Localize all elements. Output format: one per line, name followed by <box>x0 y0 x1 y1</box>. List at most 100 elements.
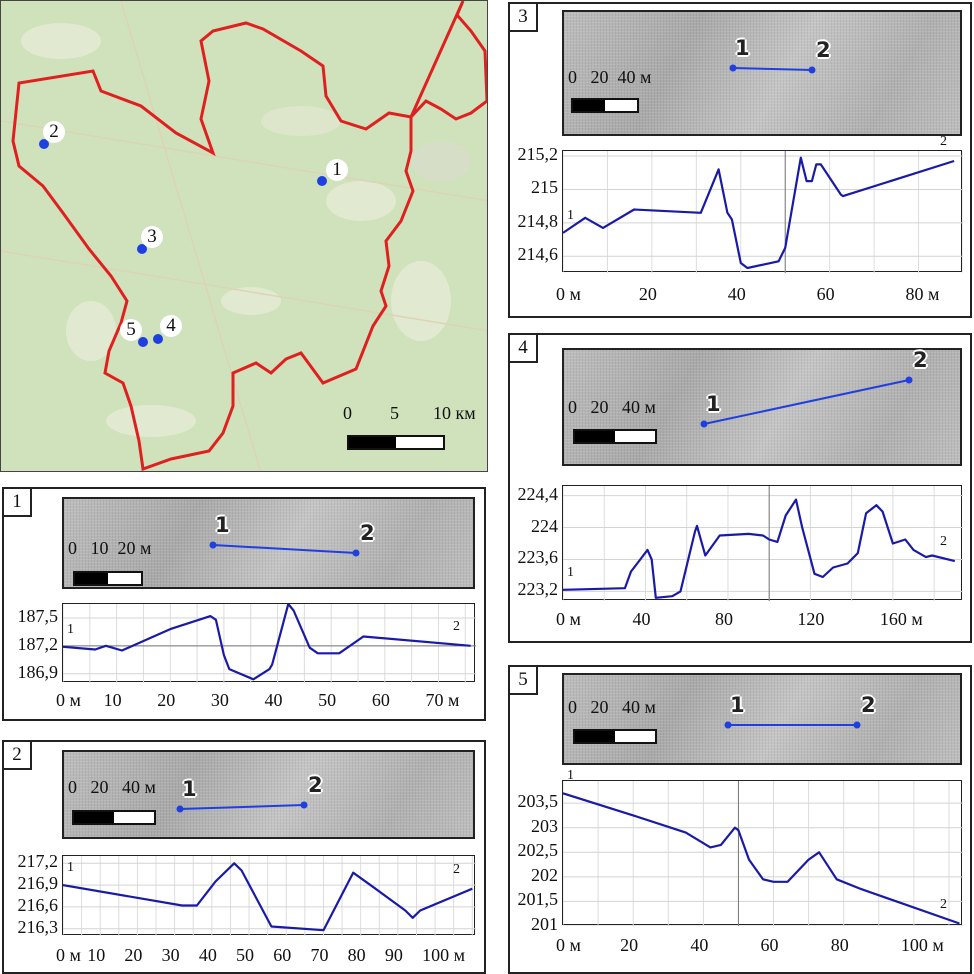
start-point-label: 1 <box>182 777 197 801</box>
profile-start-label: 1 <box>567 207 574 223</box>
x-tick-label: 30 <box>161 945 180 965</box>
profile-start-point[interactable] <box>209 541 217 549</box>
end-point-label: 2 <box>308 773 323 797</box>
x-tick-label: 20 <box>157 690 176 710</box>
panel-label: 1 <box>2 487 32 517</box>
profile-start-point[interactable] <box>700 420 708 428</box>
y-tick-label: 215 <box>531 177 558 198</box>
x-tick-label: 20 <box>124 945 143 965</box>
profile-line <box>703 379 910 425</box>
x-tick-label: 80 м <box>905 284 940 304</box>
x-tick-label: 160 м <box>879 609 923 629</box>
map-point-label-4: 4 <box>160 315 182 337</box>
profile-end-point[interactable] <box>808 66 816 74</box>
map-point-label-2: 2 <box>43 121 65 143</box>
map-point-2[interactable] <box>39 139 49 149</box>
x-tick-label: 60 <box>816 284 835 304</box>
x-tick-label: 50 <box>236 945 255 965</box>
y-tick-label: 201,5 <box>517 889 559 910</box>
panel-label: 4 <box>508 333 538 363</box>
scale-label: 0 10 20 м <box>68 538 152 558</box>
y-tick-label: 217,2 <box>17 851 59 872</box>
y-tick-label: 202,5 <box>517 840 559 861</box>
profile-line <box>212 544 357 554</box>
scale-label: 0 20 40 м <box>568 67 652 87</box>
profile-start-label: 1 <box>567 564 574 580</box>
elevation-profile-chart-2 <box>62 855 476 936</box>
y-tick-label: 214,6 <box>517 244 559 265</box>
elevation-profile-line <box>63 862 473 932</box>
profile-end-point[interactable] <box>853 721 861 729</box>
x-tick-label: 60 <box>371 690 390 710</box>
y-tick-label: 202 <box>531 864 558 885</box>
x-tick-label: 80 <box>347 945 366 965</box>
x-tick-label: 80 <box>830 935 849 955</box>
elevation-profile-line <box>563 792 960 925</box>
map-scale-bar <box>347 435 445 450</box>
hillshade-thumbnail-4 <box>562 348 962 466</box>
elevation-profile-line <box>563 498 956 599</box>
start-point-label: 1 <box>706 392 721 416</box>
x-tick-label: 20 <box>638 284 657 304</box>
profile-start-label: 1 <box>67 860 74 876</box>
x-tick-label: 120 <box>797 609 825 629</box>
hillshade-thumbnail-1 <box>62 497 475 589</box>
profile-line-overlay <box>700 376 913 428</box>
profile-end-point[interactable] <box>905 376 913 384</box>
map-scale-10: 10 км <box>433 403 476 423</box>
map-point-5[interactable] <box>138 337 148 347</box>
profile-end-label: 2 <box>940 534 947 550</box>
x-tick-label: 10 <box>103 690 122 710</box>
x-tick-label: 40 <box>690 935 709 955</box>
x-tick-label: 60 <box>273 945 292 965</box>
y-tick-label: 203 <box>531 815 558 836</box>
profile-end-point[interactable] <box>352 549 360 557</box>
profile-start-point[interactable] <box>724 721 732 729</box>
elevation-profile-chart-3 <box>562 150 963 273</box>
elevation-profile-chart-4 <box>562 485 963 601</box>
scale-bar <box>573 729 657 744</box>
start-point-label: 1 <box>730 693 745 717</box>
scale-bar <box>573 429 657 444</box>
y-tick-label: 203,5 <box>517 791 559 812</box>
panel-label: 3 <box>508 2 538 32</box>
map-scale-0: 0 <box>343 403 352 423</box>
overview-map: 1 2 3 4 5 0 5 10 км <box>0 0 488 472</box>
elevation-profile-line <box>63 604 471 681</box>
profile-start-label: 1 <box>67 621 74 637</box>
profile-line-overlay <box>176 801 308 813</box>
scale-label: 0 20 40 м <box>568 397 656 417</box>
y-tick-label: 216,6 <box>17 894 59 915</box>
x-tick-label: 90 <box>384 945 403 965</box>
y-tick-label: 223,2 <box>517 579 559 600</box>
scale-label: 0 20 40 м <box>568 697 656 717</box>
profile-end-point[interactable] <box>300 801 308 809</box>
map-point-label-1: 1 <box>326 159 348 181</box>
map-canvas <box>1 1 487 471</box>
profile-start-point[interactable] <box>729 64 737 72</box>
x-tick-label: 60 <box>760 935 779 955</box>
map-point-label-3: 3 <box>141 226 163 248</box>
hillshade-thumbnail-3 <box>562 10 962 136</box>
y-tick-label: 224,4 <box>517 483 559 504</box>
map-point-4[interactable] <box>153 334 163 344</box>
panel-label: 5 <box>508 665 538 695</box>
x-tick-label: 20 <box>620 935 639 955</box>
region-boundary <box>11 1 487 471</box>
map-landcover <box>1 1 487 471</box>
map-point-1[interactable] <box>317 176 327 186</box>
y-tick-label: 223,6 <box>517 547 559 568</box>
profile-line-overlay <box>729 64 816 74</box>
x-tick-label: 70 м <box>425 690 460 710</box>
x-tick-label: 70 <box>310 945 329 965</box>
profile-start-point[interactable] <box>176 805 184 813</box>
elevation-profile-chart-5 <box>562 780 963 926</box>
y-tick-label: 215,2 <box>517 144 559 164</box>
profile-end-label: 2 <box>453 618 460 634</box>
map-point-3[interactable] <box>137 244 147 254</box>
end-point-label: 2 <box>913 348 928 372</box>
end-point-label: 2 <box>816 38 831 62</box>
profile-line-overlay <box>724 721 861 729</box>
elevation-profile-chart-1 <box>62 603 476 683</box>
